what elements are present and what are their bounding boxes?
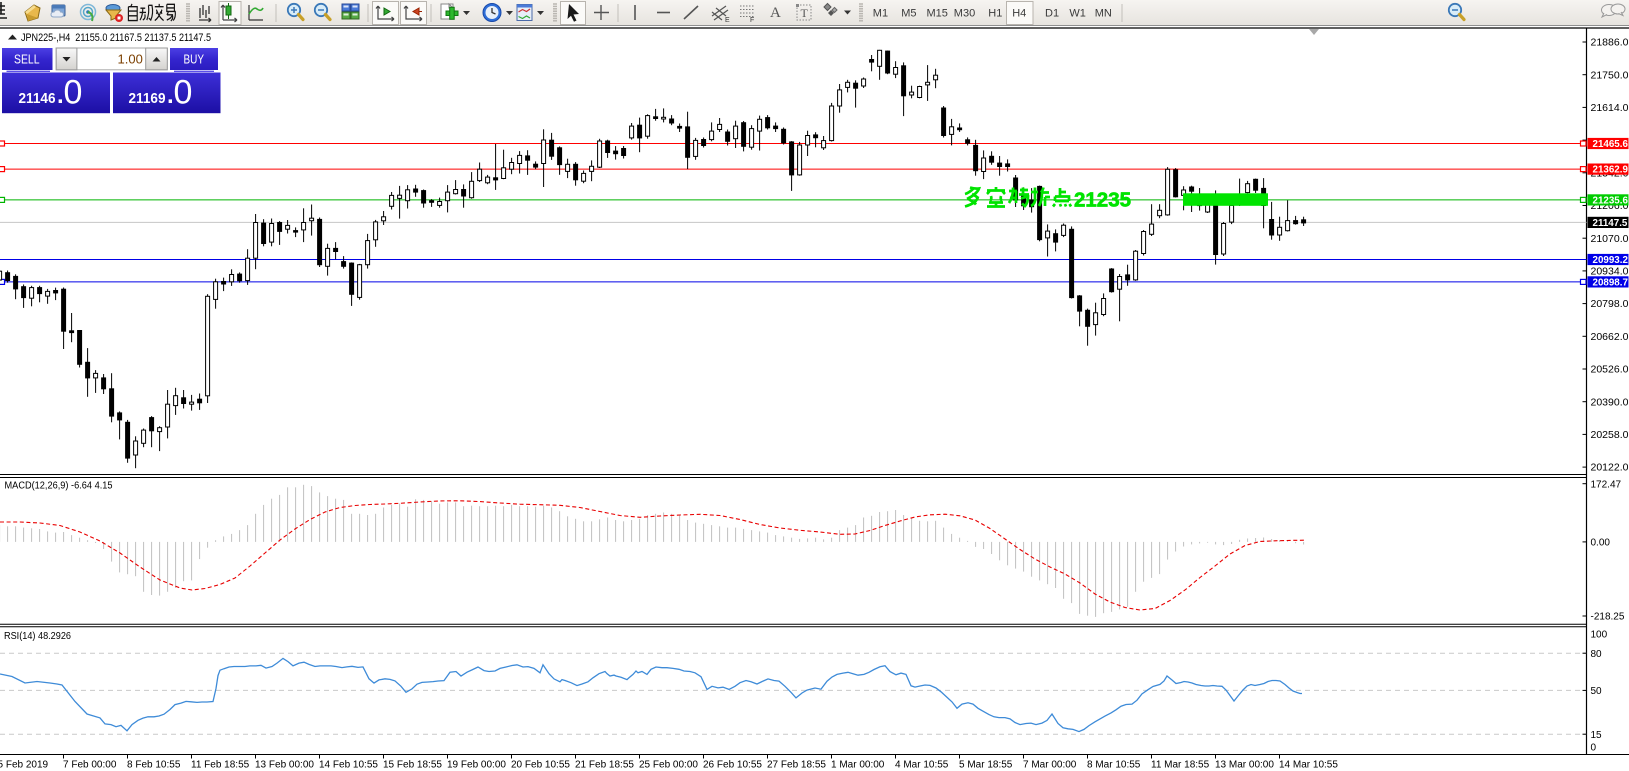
svg-text:19 Feb 00:00: 19 Feb 00:00	[447, 760, 506, 771]
svg-text:MN: MN	[1095, 8, 1112, 20]
svg-text:8 Mar 10:55: 8 Mar 10:55	[1087, 760, 1141, 771]
svg-text:21235.6: 21235.6	[1593, 195, 1629, 206]
svg-text:JPN225-,H4 21155.0 21167.5 21: JPN225-,H4 21155.0 21167.5 21137.5 21147…	[21, 32, 211, 44]
svg-text:14 Mar 10:55: 14 Mar 10:55	[1279, 760, 1338, 771]
svg-text:M15: M15	[927, 8, 948, 20]
svg-text:21465.6: 21465.6	[1593, 139, 1629, 150]
svg-text:21614.0: 21614.0	[1591, 102, 1629, 114]
svg-text:21 Feb 18:55: 21 Feb 18:55	[575, 760, 634, 771]
svg-text:7 Feb 00:00: 7 Feb 00:00	[63, 760, 117, 771]
svg-text:20993.2: 20993.2	[1593, 255, 1629, 266]
svg-text:H1: H1	[988, 8, 1002, 20]
svg-text:SELL: SELL	[14, 52, 40, 67]
svg-text:11 Feb 18:55: 11 Feb 18:55	[191, 760, 250, 771]
svg-text:4 Mar 10:55: 4 Mar 10:55	[895, 760, 949, 771]
svg-text:0: 0	[1591, 742, 1597, 753]
svg-text:0.00: 0.00	[1591, 538, 1611, 549]
svg-text:21146: 21146	[19, 91, 56, 107]
svg-text:T: T	[801, 6, 809, 20]
svg-text:20898.7: 20898.7	[1593, 277, 1629, 288]
svg-text:0: 0	[64, 74, 83, 112]
svg-text:172.47: 172.47	[1591, 479, 1622, 490]
svg-text:21362.9: 21362.9	[1593, 165, 1629, 176]
svg-text:8 Feb 10:55: 8 Feb 10:55	[127, 760, 181, 771]
svg-text:20526.0: 20526.0	[1591, 364, 1629, 376]
svg-text:21235: 21235	[1074, 189, 1131, 212]
svg-text:11 Mar 18:55: 11 Mar 18:55	[1151, 760, 1210, 771]
svg-text:25 Feb 00:00: 25 Feb 00:00	[639, 760, 698, 771]
svg-text:27 Feb 18:55: 27 Feb 18:55	[767, 760, 826, 771]
svg-text:26 Feb 10:55: 26 Feb 10:55	[703, 760, 762, 771]
svg-text:100: 100	[1591, 629, 1608, 640]
svg-text:1.00: 1.00	[118, 52, 143, 67]
svg-text:7 Mar 00:00: 7 Mar 00:00	[1023, 760, 1077, 771]
svg-text:RSI(14) 48.2926: RSI(14) 48.2926	[4, 631, 71, 642]
svg-text:50: 50	[1591, 686, 1603, 697]
svg-text:20798.0: 20798.0	[1591, 298, 1629, 310]
svg-text:D1: D1	[1045, 8, 1059, 20]
svg-text:.: .	[167, 82, 174, 109]
svg-text:M30: M30	[954, 8, 975, 20]
svg-text:5 Mar 18:55: 5 Mar 18:55	[959, 760, 1013, 771]
svg-text:20258.0: 20258.0	[1591, 429, 1629, 441]
svg-text:1 Mar 00:00: 1 Mar 00:00	[831, 760, 885, 771]
svg-text:5 Feb 2019: 5 Feb 2019	[0, 760, 49, 771]
svg-text:20 Feb 10:55: 20 Feb 10:55	[511, 760, 570, 771]
svg-text:-218.25: -218.25	[1591, 612, 1625, 623]
svg-text:F: F	[750, 17, 754, 24]
svg-text:21070.0: 21070.0	[1591, 233, 1629, 245]
svg-text:15: 15	[1591, 730, 1603, 741]
svg-text:80: 80	[1591, 649, 1603, 660]
svg-text:14 Feb 10:55: 14 Feb 10:55	[319, 760, 378, 771]
svg-text:21147.5: 21147.5	[1593, 218, 1628, 229]
svg-text:20934.0: 20934.0	[1591, 266, 1629, 278]
svg-text:W1: W1	[1069, 8, 1086, 20]
svg-text:M5: M5	[901, 8, 916, 20]
svg-text:20662.0: 20662.0	[1591, 331, 1629, 343]
svg-text:0: 0	[174, 74, 193, 112]
svg-text:20390.0: 20390.0	[1591, 396, 1629, 408]
svg-text:13 Feb 00:00: 13 Feb 00:00	[255, 760, 314, 771]
svg-text:M1: M1	[873, 8, 888, 20]
svg-text:20122.0: 20122.0	[1591, 462, 1629, 474]
svg-text:MACD(12,26,9) -6.64 4.15: MACD(12,26,9) -6.64 4.15	[5, 481, 113, 492]
svg-text:H4: H4	[1012, 8, 1026, 20]
svg-text:BUY: BUY	[184, 52, 205, 67]
svg-text:E: E	[725, 17, 730, 24]
svg-text:.: .	[57, 82, 64, 109]
svg-text:A: A	[770, 5, 781, 21]
svg-text:21886.0: 21886.0	[1591, 37, 1629, 49]
svg-text:21169: 21169	[129, 91, 166, 107]
svg-text:21750.0: 21750.0	[1591, 69, 1629, 81]
svg-text:15 Feb 18:55: 15 Feb 18:55	[383, 760, 442, 771]
svg-text:13 Mar 00:00: 13 Mar 00:00	[1215, 760, 1274, 771]
